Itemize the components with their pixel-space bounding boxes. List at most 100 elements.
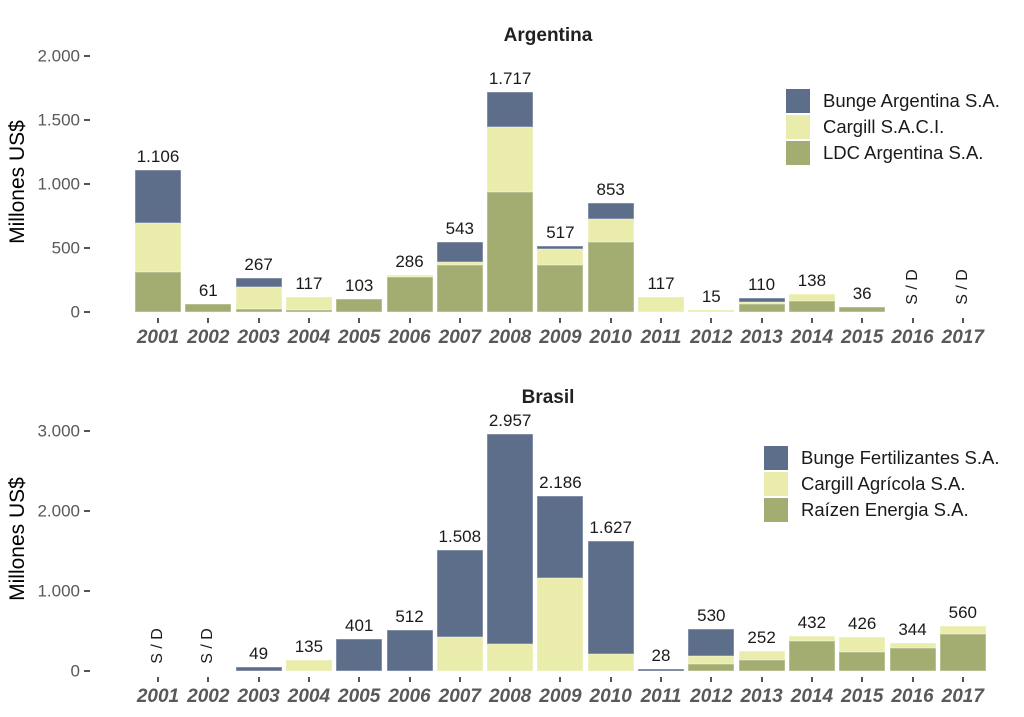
bar-segment [738, 303, 785, 312]
x-axis-tick-mark [307, 677, 310, 682]
x-axis-year-label: 2011 [640, 327, 682, 348]
bar-segment [386, 630, 433, 671]
bar-segment [235, 667, 282, 671]
x-axis-tick-mark [559, 318, 562, 323]
x-axis-tick-mark [911, 318, 914, 323]
x-axis-year-label: 2002 [187, 327, 230, 348]
legend-item: Cargill S.A.C.I. [786, 114, 1000, 139]
bar-value-label: 426 [848, 613, 877, 633]
legend-label: Cargill Agrícola S.A. [801, 473, 966, 494]
x-axis-year-label: 2002 [187, 686, 230, 707]
y-axis-tick-label: 0 [70, 302, 80, 322]
bar-segment [738, 301, 785, 304]
x-axis-tick-mark [609, 318, 612, 323]
x-axis-year-label: 2005 [338, 327, 381, 348]
legend-argentina: Bunge Argentina S.A. Cargill S.A.C.I. LD… [786, 88, 1000, 166]
x-axis-tick-mark [559, 677, 562, 682]
x-axis-year-label: 2009 [539, 686, 582, 707]
x-axis-year-label: 2017 [941, 327, 984, 348]
y-axis-tick-label: 1.500 [37, 110, 80, 130]
bar-segment [587, 540, 634, 655]
bar-segment [135, 272, 181, 312]
x-axis-year-label: 2003 [237, 686, 280, 707]
x-axis-year-label: 2010 [589, 686, 632, 707]
y-axis-tick-label: 1.000 [37, 174, 80, 194]
bar-segment [285, 660, 332, 671]
bar-segment [336, 298, 383, 312]
bar-value-label: 530 [697, 605, 726, 625]
bar-segment [939, 626, 986, 635]
x-axis-year-label: 2017 [941, 686, 984, 707]
x-axis-tick-mark [760, 318, 763, 323]
x-axis-year-label: 2015 [841, 686, 884, 707]
bar-value-label: 117 [295, 274, 323, 294]
y-axis-tick-label: 1.000 [37, 581, 80, 601]
bar-segment [135, 170, 181, 224]
bar-value-label: 1.627 [589, 517, 632, 537]
x-axis-tick-mark [458, 318, 461, 323]
bar-segment [638, 668, 684, 671]
no-data-label: S / D [903, 269, 921, 305]
legend-label: Raízen Energia S.A. [801, 499, 969, 520]
x-axis-year-label: 2015 [841, 327, 884, 348]
bar-value-label: 135 [294, 637, 324, 657]
bar-segment [788, 641, 835, 671]
x-axis-year-label: 2004 [287, 327, 331, 348]
bar-segment [285, 310, 332, 312]
legend-swatch-cargill-agricola [764, 471, 788, 496]
bar-segment [537, 496, 584, 579]
x-axis-tick-mark [710, 318, 713, 323]
x-axis-tick-mark [609, 677, 612, 682]
bar-value-label: 138 [797, 271, 827, 291]
legend-item: Bunge Argentina S.A. [786, 88, 1000, 113]
x-axis-year-label: 2010 [589, 327, 632, 348]
bar-segment [135, 223, 181, 273]
bar-segment [436, 550, 483, 637]
x-axis-tick-mark [961, 318, 964, 323]
legend-swatch-bunge-fertilizantes [764, 445, 788, 470]
x-axis-year-label: 2009 [539, 327, 582, 348]
y-axis-title-brasil: Millones US$ [6, 477, 29, 601]
bar-segment [487, 192, 534, 312]
bar-segment [688, 310, 735, 312]
legend-swatch-ldc-argentina [786, 140, 810, 165]
bar-segment [537, 578, 584, 671]
x-axis-tick-mark [257, 318, 260, 323]
bar-segment [235, 277, 282, 288]
bar-value-label: 1.106 [136, 147, 180, 167]
y-axis-tick-mark [84, 183, 90, 185]
bar-value-label: 15 [701, 287, 721, 307]
bar-value-label: 267 [244, 254, 273, 274]
bar-value-label: 252 [747, 627, 776, 647]
x-axis-tick-mark [207, 677, 210, 682]
y-axis-title-argentina: Millones US$ [6, 120, 29, 244]
x-axis-year-label: 2003 [237, 327, 280, 348]
x-axis-year-label: 2006 [388, 327, 431, 348]
x-axis-year-label: 2004 [287, 686, 331, 707]
bar-segment [537, 265, 584, 312]
bar-segment [487, 127, 534, 193]
x-axis-year-label: 2007 [438, 327, 481, 348]
legend-swatch-cargill-saci [786, 114, 810, 139]
no-data-label: S / D [953, 269, 971, 305]
bar-segment [587, 654, 634, 671]
x-axis-tick-mark [911, 677, 914, 682]
x-axis-year-label: 2001 [136, 327, 180, 348]
bar-value-label: 853 [596, 179, 625, 199]
y-axis-tick-mark [84, 430, 90, 432]
y-axis-tick-label: 500 [51, 238, 80, 258]
no-data-label: S / D [199, 628, 217, 664]
bar-segment [587, 202, 634, 219]
x-axis-tick-mark [710, 677, 713, 682]
x-axis-tick-mark [861, 318, 864, 323]
bar-segment [839, 636, 886, 653]
y-axis-tick-mark [84, 55, 90, 57]
legend-swatch-bunge-argentina [786, 88, 810, 113]
bar-value-label: 61 [198, 281, 218, 301]
bar-segment [889, 647, 936, 671]
bar-segment [889, 643, 936, 648]
bar-segment [688, 628, 735, 656]
x-axis-tick-mark [509, 677, 512, 682]
y-axis-tick-label: 3.000 [37, 421, 80, 441]
chart-title-argentina: Argentina [503, 24, 593, 46]
